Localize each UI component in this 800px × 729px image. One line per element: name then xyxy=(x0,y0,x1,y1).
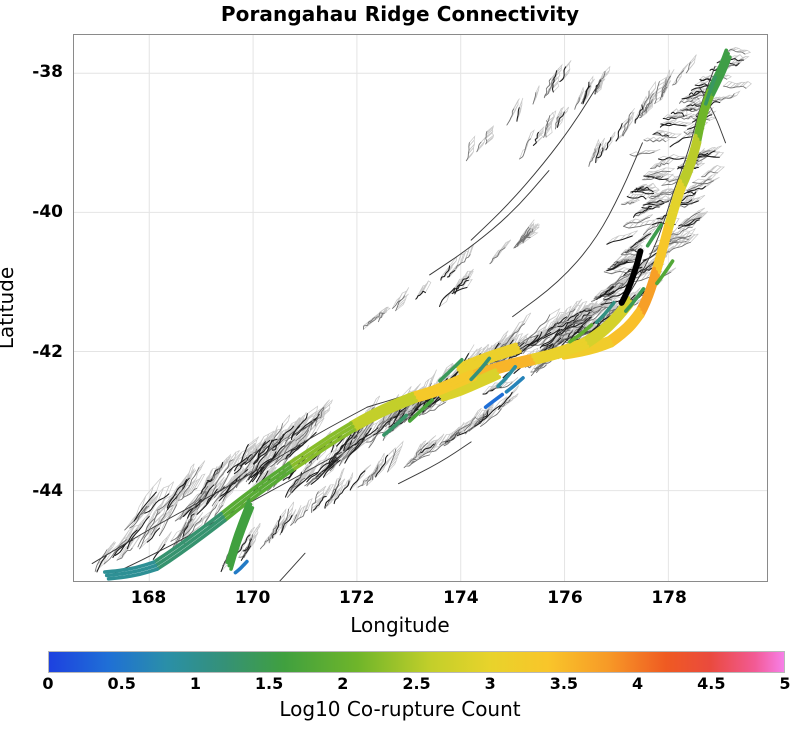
y-axis-label: Latitude xyxy=(0,266,18,350)
colored-fault-trace xyxy=(561,343,615,360)
colored-fault-trace xyxy=(456,345,520,372)
colored-fault-trace xyxy=(655,228,673,278)
y-tick-label: -38 xyxy=(32,62,63,83)
colorbar-label: Log10 Co-rupture Count xyxy=(279,697,521,721)
colored-fault-trace xyxy=(411,373,476,400)
colored-fault-trace xyxy=(151,511,223,565)
y-tick-label: -40 xyxy=(32,202,63,222)
colored-fault-trace xyxy=(529,341,588,362)
x-tick-label: 170 xyxy=(234,588,271,608)
colored-fault-trace xyxy=(638,270,659,315)
colored-fault-trace xyxy=(624,287,646,313)
colored-fault-trace xyxy=(703,75,717,106)
colorbar-tick-label: 2 xyxy=(337,674,349,693)
colored-fault-trace xyxy=(664,179,683,227)
colored-fault-layer xyxy=(103,48,732,581)
colored-fault-trace xyxy=(583,299,633,346)
colored-fault-trace xyxy=(483,392,505,409)
x-tick-label: 176 xyxy=(547,588,583,608)
colorbar-tick-label: 3.5 xyxy=(549,674,579,693)
colorbar-tick-label: 1.5 xyxy=(254,674,284,693)
colored-fault-trace xyxy=(233,559,249,575)
colored-fault-trace xyxy=(708,51,730,96)
colored-fault-trace xyxy=(606,307,641,341)
colored-fault-trace xyxy=(288,424,355,469)
colored-fault-trace xyxy=(496,364,518,389)
colorbar-tick-label: 0 xyxy=(42,674,54,693)
colored-fault-trace xyxy=(350,395,417,429)
colored-fault-trace xyxy=(408,398,434,423)
colored-fault-trace xyxy=(219,461,291,516)
colored-fault-trace xyxy=(223,468,295,523)
colored-fault-trace xyxy=(410,369,474,397)
colored-fault-trace xyxy=(677,133,698,184)
colored-fault-trace xyxy=(440,375,502,402)
colorbar-gradient xyxy=(48,651,785,673)
x-tick-label: 172 xyxy=(338,588,375,608)
colored-fault-trace xyxy=(286,421,353,466)
colored-fault-trace xyxy=(651,222,669,271)
colored-fault-trace xyxy=(645,223,663,248)
colored-fault-trace xyxy=(608,310,643,344)
x-axis-label: Longitude xyxy=(350,613,450,637)
colored-fault-trace xyxy=(153,515,225,568)
colored-fault-trace xyxy=(221,465,293,519)
colored-fault-trace xyxy=(567,323,594,344)
colorbar-tick-label: 1 xyxy=(189,674,201,693)
colored-fault-trace xyxy=(454,342,519,369)
y-tick-label: -42 xyxy=(32,341,63,362)
colorbar-tick-label: 4.5 xyxy=(697,674,726,693)
colored-fault-trace xyxy=(681,140,702,191)
colored-fault-trace xyxy=(382,413,409,437)
map-axes[interactable] xyxy=(73,34,768,582)
colored-fault-trace xyxy=(527,337,586,359)
colored-fault-trace xyxy=(469,356,492,382)
colored-fault-trace xyxy=(458,349,522,376)
colored-fault-trace xyxy=(609,313,645,348)
colored-fault-trace xyxy=(668,185,686,234)
colored-fault-trace xyxy=(104,563,158,578)
fault-mesh-layer xyxy=(94,47,752,573)
x-tick-label: 178 xyxy=(651,588,687,608)
y-tick-label: -44 xyxy=(32,481,63,502)
highlight-fault-layer xyxy=(618,248,644,306)
colorbar-tick-label: 4 xyxy=(632,674,644,693)
colored-fault-trace xyxy=(106,567,160,581)
colorbar-tick-label: 0.5 xyxy=(107,674,136,693)
colored-fault-trace xyxy=(352,398,419,433)
colorbar-tick-label: 3 xyxy=(484,674,496,693)
colored-fault-trace xyxy=(469,354,532,374)
colorbar-tick-label: 5 xyxy=(779,674,791,693)
colored-fault-trace xyxy=(531,344,590,366)
colored-fault-trace xyxy=(438,358,464,383)
colored-fault-trace xyxy=(655,259,675,286)
colored-fault-trace xyxy=(594,301,616,325)
colored-fault-trace xyxy=(290,428,357,473)
colored-fault-trace xyxy=(229,506,255,571)
colored-fault-trace xyxy=(653,225,671,275)
colorbar[interactable] xyxy=(48,651,785,673)
colored-fault-trace xyxy=(155,518,227,571)
colored-fault-trace xyxy=(666,182,684,230)
x-tick-label: 168 xyxy=(130,588,167,608)
colored-fault-trace xyxy=(693,88,710,138)
page-title: Porangahau Ridge Connectivity xyxy=(220,2,580,26)
colored-fault-trace xyxy=(679,137,700,187)
colored-fault-trace xyxy=(438,371,500,399)
fault-trace-layer xyxy=(91,49,747,581)
x-tick-label: 174 xyxy=(443,588,479,608)
colorbar-tick-label: 2.5 xyxy=(402,674,431,693)
colored-fault-trace xyxy=(504,376,525,394)
colored-fault-trace xyxy=(227,502,253,568)
colored-fault-trace xyxy=(640,273,660,318)
fault-map-svg xyxy=(74,35,767,581)
colored-fault-trace xyxy=(348,391,415,426)
colored-fault-trace xyxy=(103,560,156,574)
highlight-fault-trace xyxy=(618,248,644,306)
colored-fault-trace xyxy=(636,266,657,312)
colored-fault-trace xyxy=(697,95,714,145)
colored-fault-trace xyxy=(225,499,251,565)
colored-fault-trace xyxy=(709,55,732,100)
